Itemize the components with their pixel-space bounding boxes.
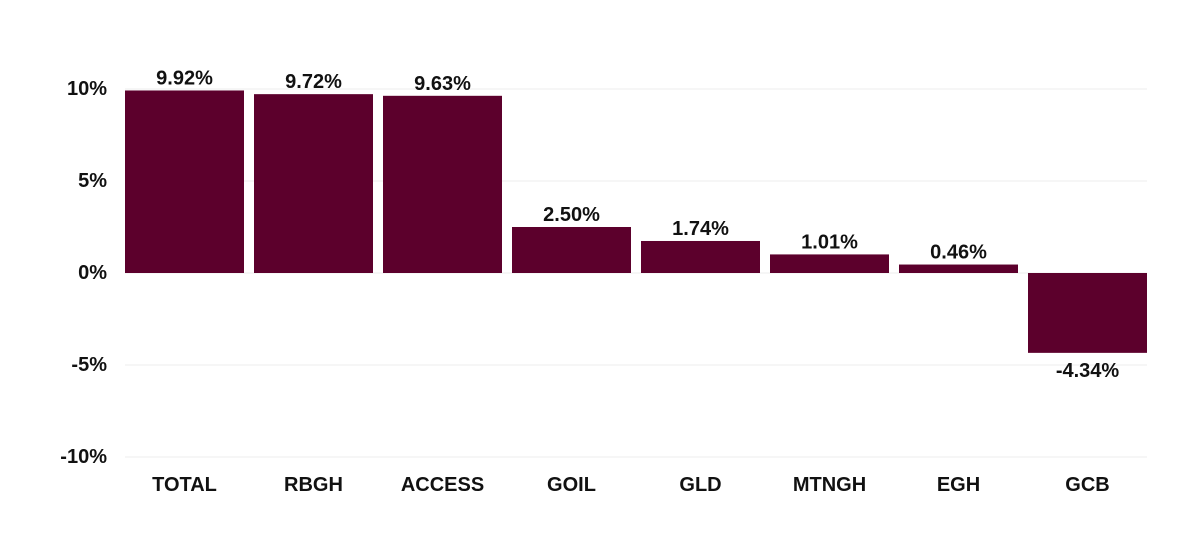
y-tick-label: 0% <box>78 262 107 284</box>
bars <box>125 90 1147 353</box>
data-label: 0.46% <box>930 242 987 264</box>
bar-goil <box>512 227 631 273</box>
y-tick-label: 10% <box>67 78 107 100</box>
data-labels: 9.92% 9.72% 9.63% 2.50% 1.74% 1.01% 0.46% -4.34… <box>156 67 1119 381</box>
data-label: 9.72% <box>285 71 342 93</box>
data-label: 9.92% <box>156 67 213 89</box>
x-category-label: GLD <box>679 474 721 496</box>
bar-mtngh <box>770 254 889 273</box>
data-label: 1.74% <box>672 218 729 240</box>
bar-egh <box>899 264 1018 273</box>
x-axis-labels: TOTAL RBGH ACCESS GOIL GLD MTNGH EGH GCB <box>152 474 1110 496</box>
x-category-label: MTNGH <box>793 474 866 496</box>
x-category-label: ACCESS <box>401 474 484 496</box>
x-category-label: RBGH <box>284 474 343 496</box>
bar-total <box>125 90 244 273</box>
x-category-label: EGH <box>937 474 980 496</box>
data-label: -4.34% <box>1056 360 1120 382</box>
bar-access <box>383 95 502 273</box>
x-category-label: TOTAL <box>152 474 217 496</box>
bar-gld <box>641 240 760 273</box>
data-label: 2.50% <box>543 204 600 226</box>
x-category-label: GOIL <box>547 474 596 496</box>
y-tick-label: -5% <box>71 354 107 376</box>
bar-gcb <box>1028 273 1147 353</box>
data-label: 1.01% <box>801 231 858 253</box>
x-category-label: GCB <box>1065 474 1109 496</box>
y-axis-ticks: 10% 5% 0% -5% -10% <box>60 78 107 468</box>
y-tick-label: 5% <box>78 170 107 192</box>
data-label: 9.63% <box>414 73 471 95</box>
y-tick-label: -10% <box>60 446 107 468</box>
bar-rbgh <box>254 94 373 273</box>
